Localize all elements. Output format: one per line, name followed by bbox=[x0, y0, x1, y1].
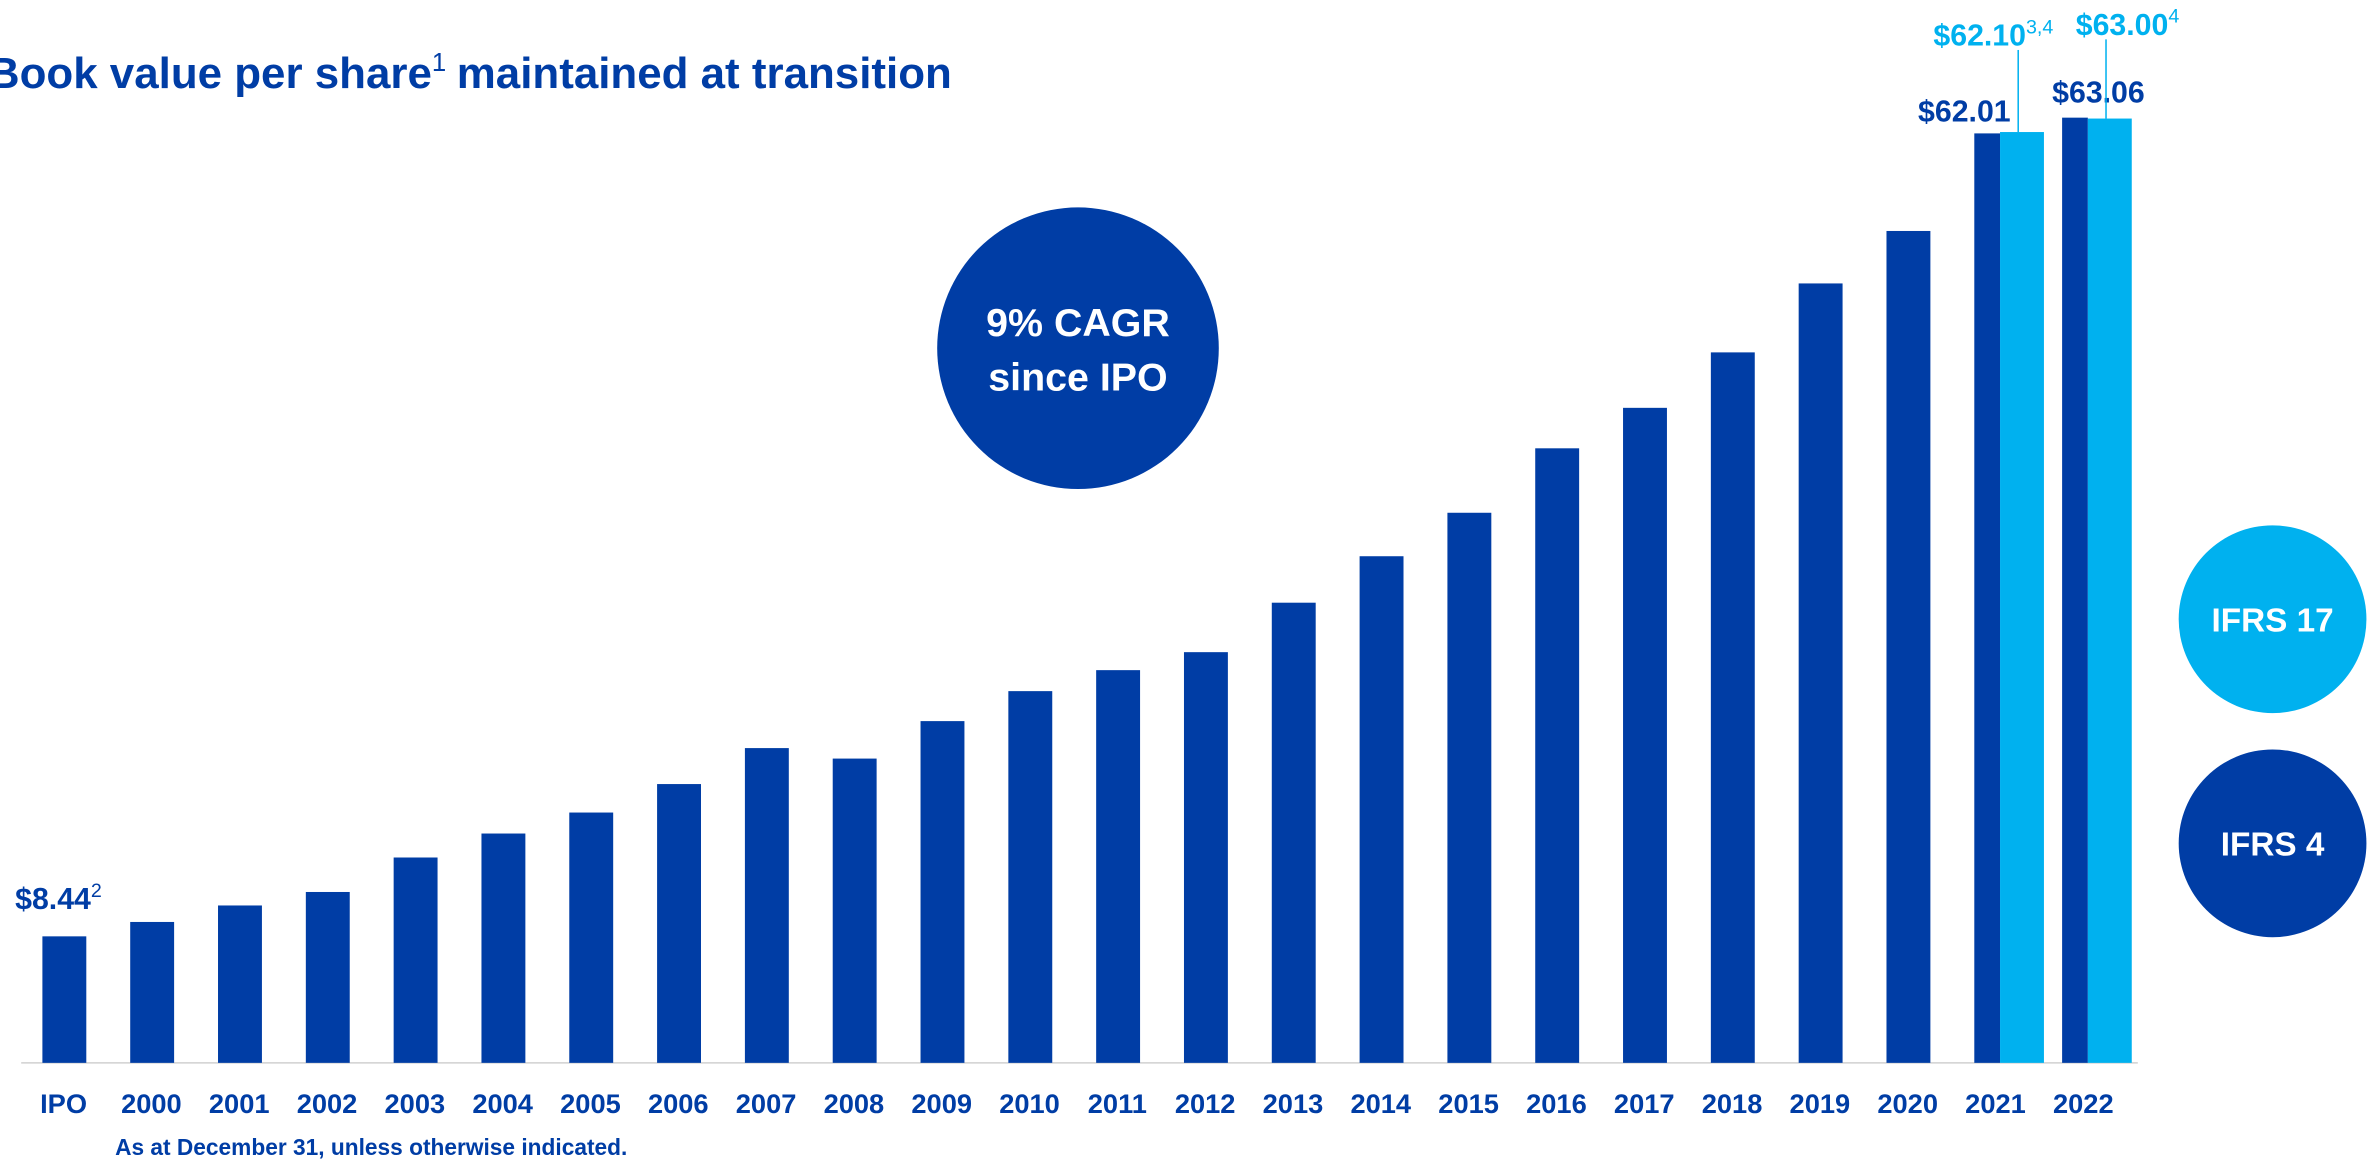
bar bbox=[832, 758, 877, 1063]
bar bbox=[1183, 652, 1228, 1063]
bar bbox=[744, 748, 789, 1063]
x-tick-label: 2017 bbox=[1614, 1088, 1675, 1119]
legend-swatch bbox=[2178, 525, 2367, 714]
bar bbox=[569, 812, 614, 1063]
value-label: $62.01 bbox=[1918, 95, 2011, 128]
bar bbox=[657, 784, 701, 1063]
x-tick-label: 2020 bbox=[1877, 1088, 1938, 1119]
x-tick-label: 2000 bbox=[121, 1088, 182, 1119]
bar bbox=[1623, 407, 1667, 1063]
annotation-line: 9% CAGR bbox=[986, 301, 1170, 345]
title-superscript: 1 bbox=[432, 49, 446, 77]
bar bbox=[920, 721, 965, 1063]
bar bbox=[1886, 230, 1931, 1063]
legend-label: IFRS 17 bbox=[2211, 602, 2333, 639]
bar bbox=[1096, 670, 1141, 1063]
x-tick-label: 2018 bbox=[1702, 1088, 1763, 1119]
bar bbox=[2062, 117, 2088, 1063]
bar bbox=[481, 833, 526, 1063]
x-tick-label: 2003 bbox=[385, 1088, 446, 1119]
x-tick-label: 2006 bbox=[648, 1088, 709, 1119]
x-tick-label: 2010 bbox=[999, 1088, 1060, 1119]
bar bbox=[218, 905, 262, 1063]
x-tick-label: 2012 bbox=[1175, 1088, 1236, 1119]
value-label-superscript: 4 bbox=[2168, 6, 2179, 28]
bar bbox=[42, 936, 87, 1063]
value-label: $63.004 bbox=[2076, 6, 2180, 42]
bar bbox=[1359, 556, 1404, 1063]
bar bbox=[393, 857, 438, 1063]
x-tick-label: 2022 bbox=[2053, 1088, 2114, 1119]
bar bbox=[1974, 133, 2001, 1063]
x-tick-label: 2001 bbox=[209, 1088, 270, 1119]
cagr-circle bbox=[937, 207, 1219, 490]
bar bbox=[1710, 352, 1755, 1063]
value-label-superscript: 2 bbox=[91, 880, 102, 902]
value-label-text: $62.01 bbox=[1918, 95, 2011, 128]
bar bbox=[2087, 118, 2132, 1063]
chart-title-group: Book value per share1 maintained at trans… bbox=[0, 49, 952, 98]
x-tick-label: 2013 bbox=[1263, 1088, 1324, 1119]
value-label-text: $8.44 bbox=[15, 883, 91, 916]
annotation-line: since IPO bbox=[988, 356, 1167, 400]
bar bbox=[1008, 691, 1053, 1063]
value-label-text: $63.00 bbox=[2076, 9, 2169, 42]
footnote: As at December 31, unless otherwise indi… bbox=[115, 1134, 627, 1159]
legend-label: IFRS 4 bbox=[2221, 826, 2325, 863]
bar bbox=[1798, 283, 1843, 1063]
x-tick-label: 2008 bbox=[824, 1088, 885, 1119]
value-label-superscript: 3,4 bbox=[2026, 16, 2053, 38]
bar bbox=[305, 891, 350, 1063]
value-label: $8.442 bbox=[15, 880, 102, 916]
legend-swatch bbox=[2178, 749, 2367, 938]
bar bbox=[1271, 602, 1316, 1063]
x-tick-label: 2002 bbox=[297, 1088, 358, 1119]
value-label-text: $62.10 bbox=[1933, 19, 2026, 52]
x-tick-label: 2004 bbox=[472, 1088, 533, 1119]
x-tick-label: 2016 bbox=[1526, 1088, 1587, 1119]
x-tick-label: 2011 bbox=[1088, 1088, 1147, 1119]
x-tick-label: 2021 bbox=[1965, 1088, 2026, 1119]
x-tick-label: 2015 bbox=[1438, 1088, 1499, 1119]
bar bbox=[130, 921, 175, 1063]
bar bbox=[1535, 448, 1580, 1063]
chart-title: Book value per share bbox=[0, 49, 432, 98]
bar bbox=[1447, 512, 1492, 1063]
x-tick-label: 2007 bbox=[736, 1088, 797, 1119]
x-tick-label: 2014 bbox=[1350, 1088, 1411, 1119]
x-tick-label: IPO bbox=[40, 1088, 87, 1119]
value-label: $63.06 bbox=[2052, 77, 2145, 110]
title-continuation: maintained at transition bbox=[457, 49, 952, 98]
x-tick-label: 2009 bbox=[911, 1088, 972, 1119]
value-label-text: $63.06 bbox=[2052, 77, 2145, 110]
x-tick-label: 2005 bbox=[560, 1088, 621, 1119]
x-tick-label: 2019 bbox=[1790, 1088, 1851, 1119]
bar bbox=[2000, 132, 2044, 1063]
value-label: $62.103,4 bbox=[1933, 16, 2053, 52]
